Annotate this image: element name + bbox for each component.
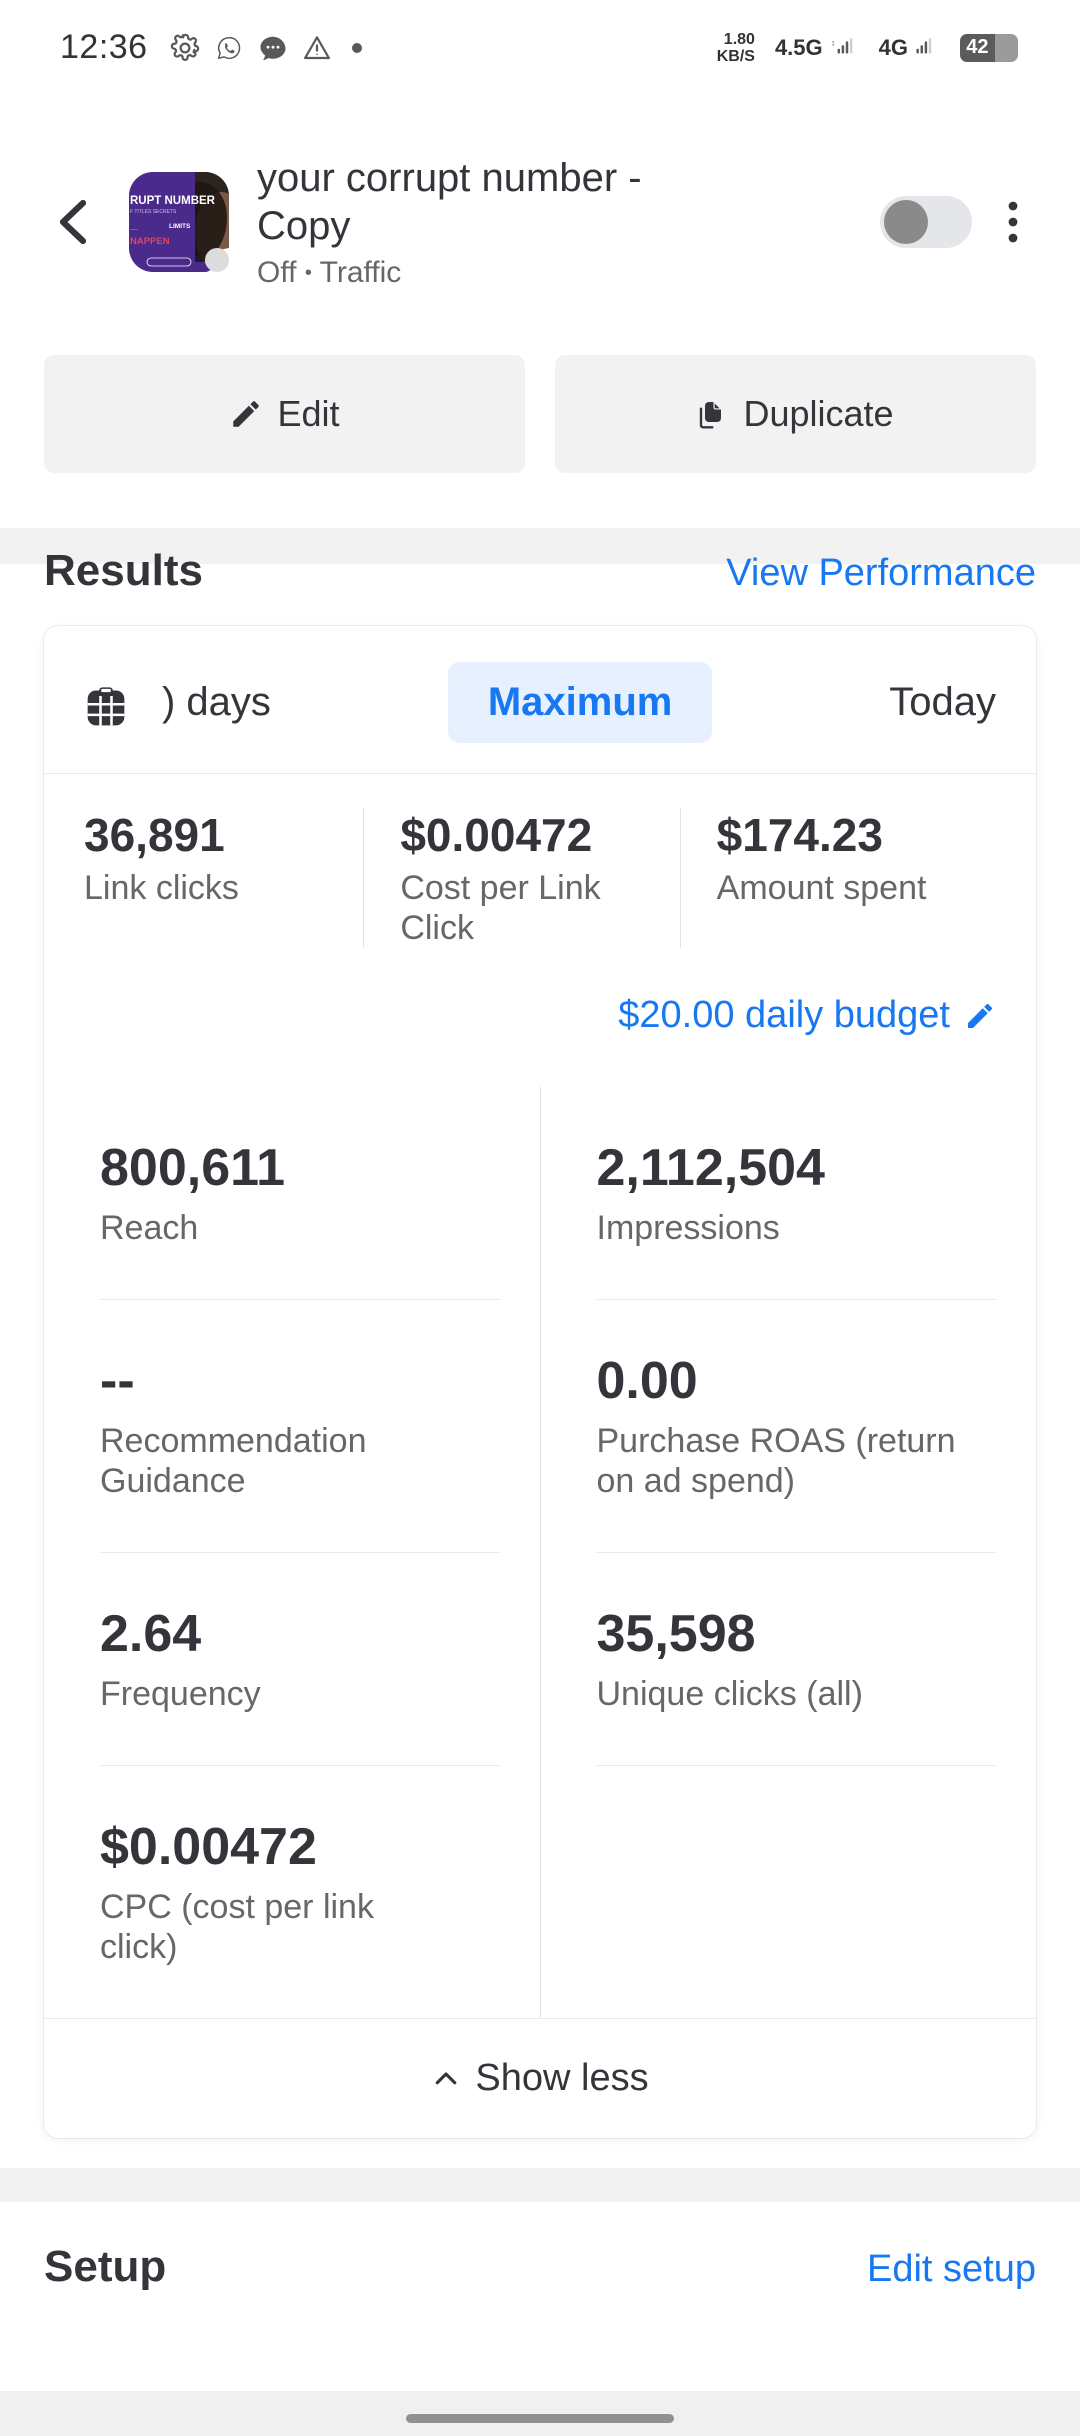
- svg-text:F TITLES SECRETS: F TITLES SECRETS: [130, 209, 177, 215]
- svg-text:—: —: [130, 225, 138, 234]
- svg-text:RUPT NUMBER: RUPT NUMBER: [130, 195, 216, 207]
- svg-text:LIMITS: LIMITS: [169, 223, 191, 230]
- svg-text:NAPPEN: NAPPEN: [130, 236, 170, 247]
